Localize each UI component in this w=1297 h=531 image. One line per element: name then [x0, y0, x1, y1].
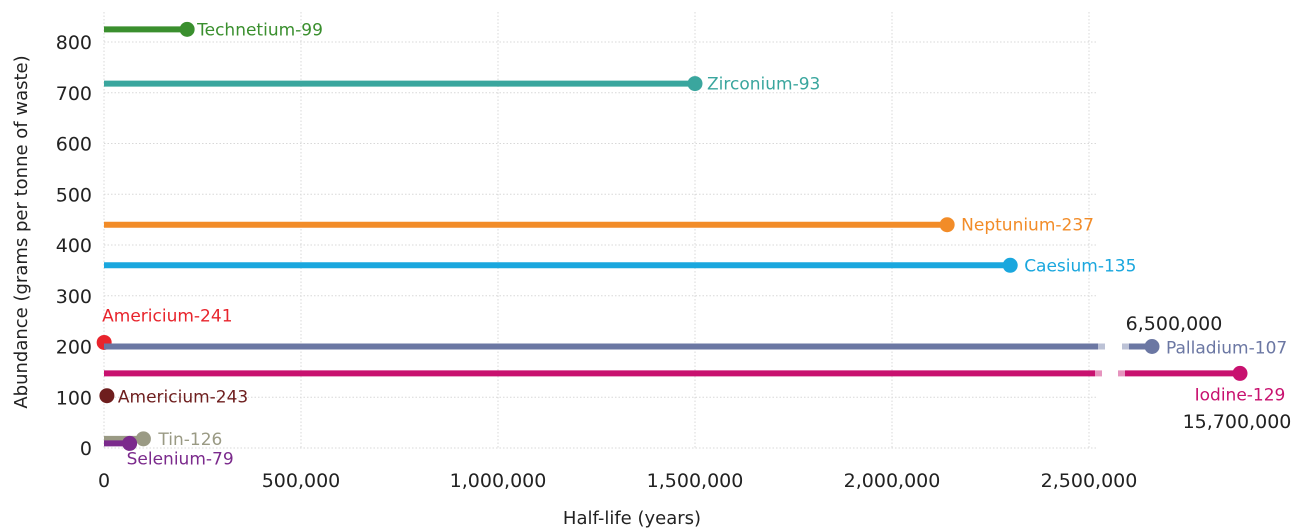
y-tick-label: 300 [56, 286, 92, 308]
y-tick-label: 100 [56, 387, 92, 409]
x-tick-label: 0 [98, 470, 110, 492]
series-point [1232, 365, 1248, 381]
y-tick-label: 200 [56, 337, 92, 359]
series-label: Technetium-99 [196, 20, 323, 40]
y-tick-label: 600 [56, 134, 92, 156]
series-label: Iodine-129 [1195, 385, 1286, 405]
series-label: Neptunium-237 [961, 216, 1094, 236]
series-point [122, 435, 138, 451]
series-point [1144, 339, 1160, 354]
y-tick-label: 0 [80, 438, 92, 460]
y-axis-title: Abundance (grams per tonne of waste) [11, 55, 32, 408]
x-tick-label: 1,500,000 [647, 470, 744, 492]
half-life-break-label: 15,700,000 [1183, 411, 1292, 433]
series-point [687, 76, 703, 92]
series-point [179, 21, 195, 37]
series-point [135, 431, 151, 447]
x-tick-label: 2,000,000 [844, 470, 941, 492]
y-tick-label: 800 [56, 32, 92, 54]
series-label: Tin-126 [157, 430, 222, 450]
series-label: Americium-243 [118, 388, 248, 408]
series-point [1002, 257, 1018, 273]
series-label: Caesium-135 [1024, 256, 1136, 276]
half-life-break-label: 6,500,000 [1126, 313, 1223, 335]
x-tick-label: 1,000,000 [450, 470, 547, 492]
series-label: Zirconium-93 [707, 75, 820, 95]
x-axis-title: Half-life (years) [563, 508, 701, 529]
series-point [99, 388, 115, 404]
series-label: Palladium-107 [1166, 339, 1287, 359]
x-tick-label: 2,500,000 [1041, 470, 1138, 492]
series-label: Americium-241 [102, 306, 232, 326]
x-tick-label: 500,000 [262, 470, 341, 492]
series-label: Selenium-79 [127, 449, 234, 469]
series-point [939, 217, 955, 233]
y-tick-label: 400 [56, 235, 92, 257]
y-tick-label: 500 [56, 184, 92, 206]
y-tick-label: 700 [56, 83, 92, 105]
